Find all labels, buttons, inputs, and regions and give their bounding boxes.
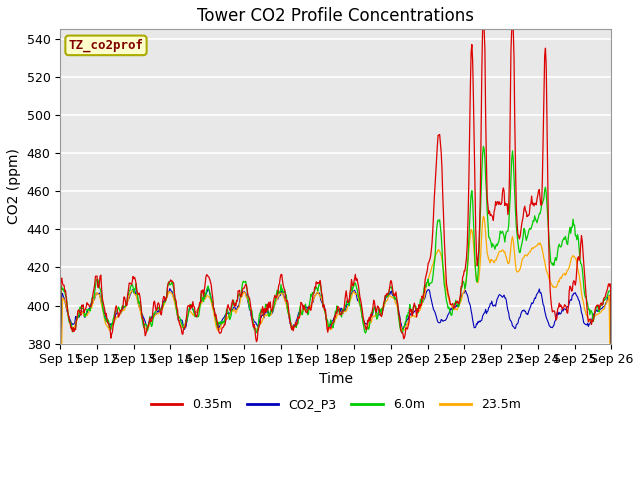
23.5m	[419, 299, 427, 305]
0.35m	[607, 341, 615, 347]
6.0m	[123, 299, 131, 305]
6.0m	[607, 341, 615, 347]
23.5m	[208, 303, 216, 309]
CO2_P3	[56, 341, 64, 347]
0.35m	[56, 341, 64, 347]
0.35m	[479, 26, 486, 32]
23.5m	[607, 341, 615, 347]
23.5m	[123, 301, 131, 307]
23.5m	[479, 214, 487, 219]
CO2_P3	[404, 316, 412, 322]
0.35m	[403, 325, 410, 331]
23.5m	[179, 324, 187, 330]
0.35m	[208, 289, 216, 295]
CO2_P3	[420, 298, 428, 303]
23.5m	[56, 341, 64, 347]
23.5m	[67, 322, 74, 327]
Y-axis label: CO2 (ppm): CO2 (ppm)	[7, 148, 21, 225]
0.35m	[419, 296, 427, 301]
Line: CO2_P3: CO2_P3	[60, 288, 611, 344]
6.0m	[208, 299, 216, 305]
6.0m	[419, 298, 427, 303]
Line: 0.35m: 0.35m	[60, 29, 611, 344]
Line: 6.0m: 6.0m	[60, 146, 611, 344]
0.35m	[123, 302, 131, 308]
0.35m	[179, 331, 187, 337]
23.5m	[403, 321, 410, 327]
CO2_P3	[607, 341, 615, 347]
X-axis label: Time: Time	[319, 372, 353, 386]
6.0m	[179, 324, 187, 330]
CO2_P3	[179, 321, 187, 327]
6.0m	[479, 144, 487, 149]
CO2_P3	[209, 302, 216, 308]
6.0m	[403, 312, 410, 318]
Legend: 0.35m, CO2_P3, 6.0m, 23.5m: 0.35m, CO2_P3, 6.0m, 23.5m	[146, 393, 526, 416]
Title: Tower CO2 Profile Concentrations: Tower CO2 Profile Concentrations	[197, 7, 474, 25]
Line: 23.5m: 23.5m	[60, 216, 611, 344]
CO2_P3	[123, 301, 131, 307]
0.35m	[67, 320, 74, 326]
CO2_P3	[67, 317, 74, 323]
6.0m	[67, 319, 74, 324]
Text: TZ_co2prof: TZ_co2prof	[68, 39, 143, 52]
CO2_P3	[204, 285, 212, 291]
6.0m	[56, 341, 64, 347]
